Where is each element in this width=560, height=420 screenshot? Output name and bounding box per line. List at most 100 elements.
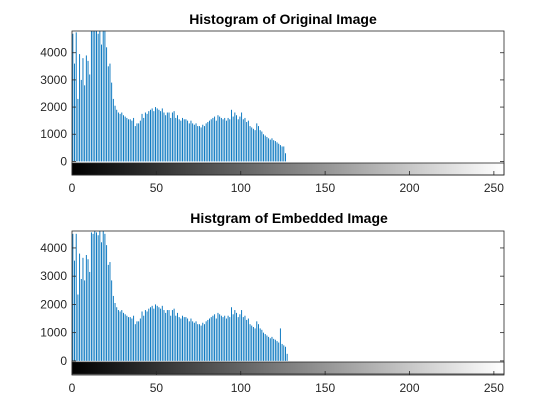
histogram-bar xyxy=(148,111,150,162)
histogram-bar xyxy=(148,308,150,361)
histogram-bar xyxy=(75,32,77,162)
histogram-bar xyxy=(161,305,163,361)
histogram-bar xyxy=(150,109,151,162)
histogram-bar xyxy=(204,126,205,162)
histogram-bar xyxy=(80,279,82,361)
histogram-bar xyxy=(276,341,278,361)
histogram-bar xyxy=(209,318,210,361)
histogram-bar xyxy=(173,111,175,162)
histogram-bar xyxy=(252,128,254,162)
original-histogram-chart: Histogram of Original Image 0 50 100 150 200… xyxy=(40,11,505,195)
histogram-bar xyxy=(128,317,129,361)
histogram-bar xyxy=(261,329,263,361)
histogram-bar xyxy=(112,98,114,162)
histogram-bar xyxy=(198,324,200,361)
y-tick-label: 2000 xyxy=(40,297,67,311)
histogram-bar xyxy=(259,130,261,162)
histogram-bar xyxy=(205,321,207,361)
histogram-bar xyxy=(193,322,195,361)
histogram-bar xyxy=(109,262,111,361)
histogram-bar xyxy=(94,31,96,162)
histogram-bar xyxy=(273,338,275,361)
histogram-bar xyxy=(237,119,239,162)
histogram-bar xyxy=(225,120,227,162)
histogram-bar xyxy=(173,308,175,361)
histogram-bar xyxy=(195,321,197,361)
x-tick-label: 200 xyxy=(399,181,419,195)
histogram-bar xyxy=(239,314,241,361)
histogram-bar xyxy=(193,124,195,162)
histogram-bar xyxy=(104,31,106,162)
bars-group xyxy=(72,31,286,162)
histogram-bar xyxy=(190,120,192,162)
histogram-bar xyxy=(139,318,141,361)
histogram-bar xyxy=(231,307,232,361)
histogram-bar xyxy=(106,47,108,162)
y-tick-label: 0 xyxy=(60,154,67,168)
histogram-bar xyxy=(131,120,133,162)
histogram-bar xyxy=(249,126,251,162)
histogram-bar xyxy=(133,117,135,162)
y-tick-label: 4000 xyxy=(40,46,67,60)
histogram-bar xyxy=(207,319,209,361)
histogram-bar xyxy=(158,109,160,162)
histogram-bar xyxy=(183,317,185,361)
histogram-bar xyxy=(241,112,243,162)
histogram-bar xyxy=(256,321,258,361)
histogram-bar xyxy=(252,327,254,361)
histogram-bar xyxy=(239,116,241,162)
histogram-bar xyxy=(227,315,229,361)
histogram-bar xyxy=(161,108,163,162)
histogram-bar xyxy=(224,117,226,162)
histogram-bar xyxy=(104,233,106,361)
histogram-bar xyxy=(263,332,264,361)
histogram-bar xyxy=(222,119,224,162)
histogram-bar xyxy=(234,310,236,361)
histogram-bar xyxy=(117,310,119,361)
histogram-bar xyxy=(143,315,145,361)
histogram-bar xyxy=(195,123,197,162)
histogram-bar xyxy=(106,245,108,361)
histogram-bar xyxy=(151,305,153,361)
histogram-bar xyxy=(84,280,86,361)
histogram-bar xyxy=(268,336,270,361)
x-tick-label: 100 xyxy=(231,381,251,395)
histogram-bar xyxy=(80,79,82,162)
x-tick-label: 50 xyxy=(150,181,164,195)
histogram-bar xyxy=(144,112,146,162)
histogram-bar xyxy=(82,58,84,162)
histogram-bar xyxy=(177,312,178,361)
histogram-bar xyxy=(156,305,158,361)
histogram-bar xyxy=(188,123,190,162)
histogram-bar xyxy=(271,336,273,361)
histogram-bar xyxy=(136,123,138,162)
histogram-bar xyxy=(269,338,271,361)
histogram-bar xyxy=(192,321,194,361)
histogram-bar xyxy=(182,117,183,162)
x-tick-label: 250 xyxy=(484,181,504,195)
histogram-bar xyxy=(124,314,126,361)
histogram-bar xyxy=(244,117,246,162)
histogram-bar xyxy=(171,310,173,361)
x-tick-label: 200 xyxy=(399,381,419,395)
histogram-bar xyxy=(197,126,199,162)
histogram-bar xyxy=(99,231,101,361)
histogram-bar xyxy=(87,60,89,162)
histogram-bar xyxy=(74,63,75,162)
y-ticks: 0 1000 2000 3000 4000 xyxy=(40,241,504,368)
histogram-bar xyxy=(212,117,214,162)
histogram-bar xyxy=(128,119,129,162)
x-ticks: 0 50 100 150 200 250 xyxy=(69,171,504,195)
histogram-bar xyxy=(155,304,156,361)
histogram-bar xyxy=(116,109,118,162)
histogram-bar xyxy=(114,105,116,162)
histogram-bar xyxy=(72,233,74,361)
x-tick-label: 150 xyxy=(315,381,335,395)
histogram-bar xyxy=(170,117,172,162)
histogram-bar xyxy=(285,153,286,162)
histogram-bar xyxy=(87,259,89,361)
histogram-bar xyxy=(150,307,151,361)
histogram-bar xyxy=(121,112,123,162)
chart-title: Histogram of Original Image xyxy=(189,11,377,27)
